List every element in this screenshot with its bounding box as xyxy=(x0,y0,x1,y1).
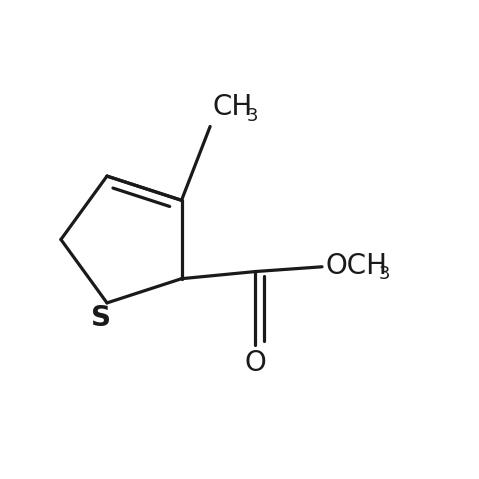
Text: O: O xyxy=(244,350,266,377)
Text: OCH: OCH xyxy=(326,252,388,280)
Text: 3: 3 xyxy=(247,107,258,125)
Text: 3: 3 xyxy=(379,265,391,284)
Text: CH: CH xyxy=(213,93,253,122)
Text: S: S xyxy=(91,304,111,332)
